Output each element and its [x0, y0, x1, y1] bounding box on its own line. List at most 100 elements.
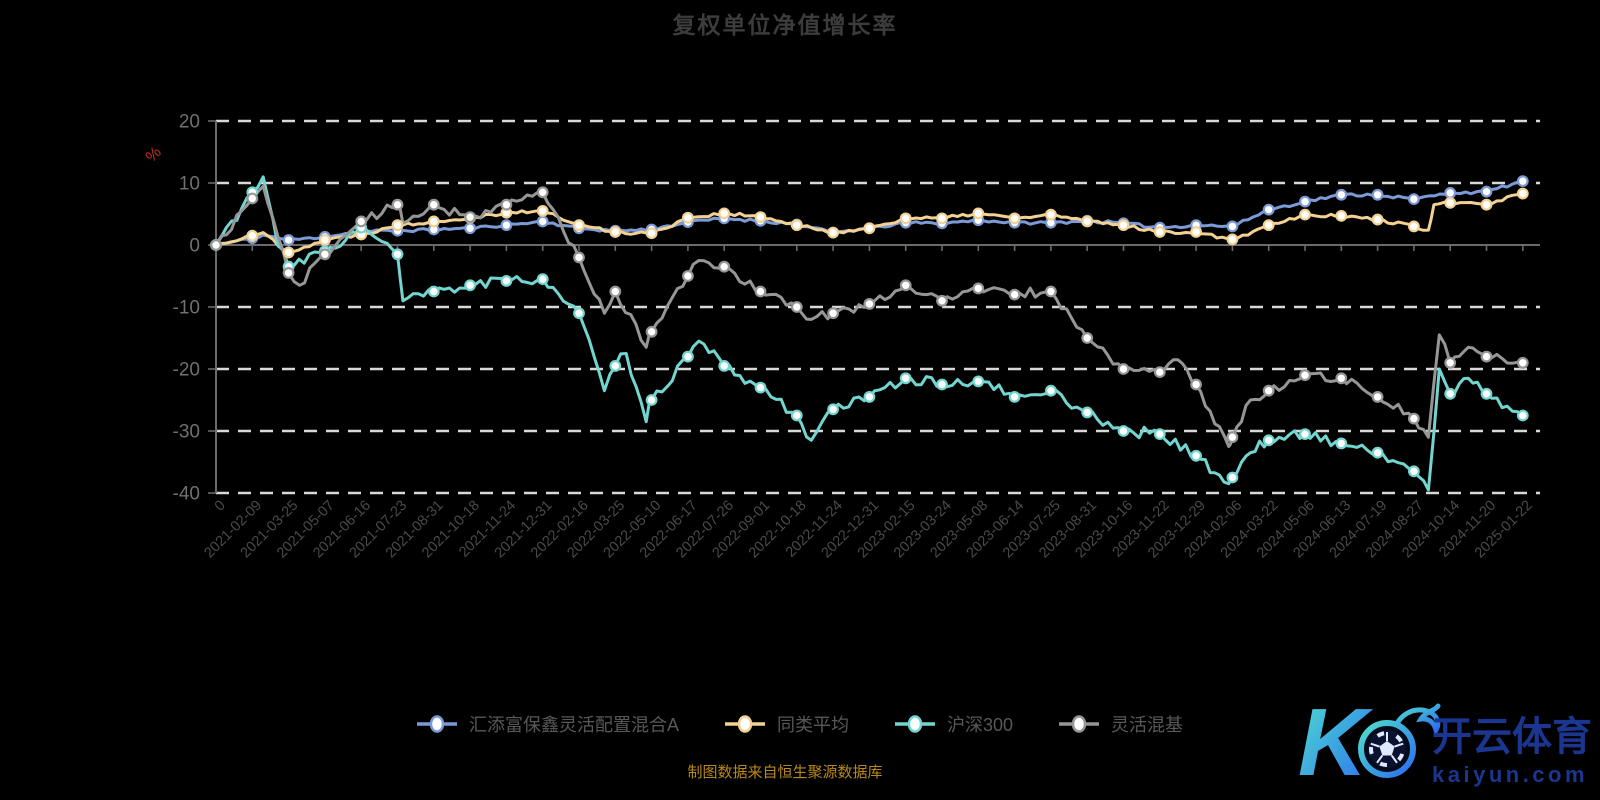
series-marker-peer-avg: [609, 226, 622, 238]
series-marker-flex-mix: [391, 198, 404, 211]
series-marker-fund: [464, 222, 477, 235]
series-marker-hs300: [718, 360, 731, 372]
series-marker-fund: [1480, 185, 1493, 198]
y-tick-label: -40: [173, 484, 200, 505]
series-marker-fund: [500, 219, 513, 232]
series-line-fund: [214, 179, 1525, 247]
series-marker-hs300: [1008, 391, 1021, 403]
series-marker-flex-mix: [355, 215, 368, 228]
y-tick-label: 0: [189, 236, 200, 257]
series-marker-peer-avg: [682, 211, 694, 224]
data-source-caption: 制图数据来自恒生聚源数据库: [687, 764, 883, 781]
series-marker-hs300: [391, 248, 404, 261]
series-marker-fund: [1335, 188, 1348, 201]
series-marker-flex-mix: [1081, 332, 1094, 344]
series-marker-flex-mix: [1407, 412, 1420, 425]
series-marker-peer-avg: [1081, 215, 1094, 228]
soccer-ball-icon: [1358, 720, 1416, 778]
series-marker-flex-mix: [827, 307, 839, 320]
series-marker-hs300: [536, 273, 549, 286]
series-marker-flex-mix: [210, 239, 222, 251]
series-marker-hs300: [609, 360, 622, 372]
chart-title: 复权单位净值增长率: [672, 12, 898, 38]
series-marker-hs300: [1299, 428, 1311, 441]
series-marker-flex-mix: [972, 282, 985, 295]
series-marker-peer-avg: [1262, 219, 1275, 232]
legend-item-flex-mix[interactable]: 灵活混基: [1059, 711, 1183, 737]
series-marker-hs300: [827, 403, 839, 416]
series-marker-peer-avg: [391, 219, 404, 232]
legend-label: 汇添富保鑫灵活配置混合A: [468, 715, 679, 735]
series-marker-flex-mix: [282, 267, 295, 279]
series-marker-flex-mix: [573, 251, 585, 264]
series-marker-fund: [1262, 203, 1275, 216]
series-marker-flex-mix: [464, 211, 477, 224]
series-marker-flex-mix: [863, 298, 876, 310]
series-marker-flex-mix: [1262, 384, 1275, 397]
legend-item-hs300[interactable]: 沪深300: [894, 711, 1013, 737]
legend-label: 灵活混基: [1111, 715, 1184, 735]
legend-item-fund[interactable]: 汇添富保鑫灵活配置混合A: [416, 711, 679, 737]
series-marker-flex-mix: [754, 285, 767, 298]
series-marker-flex-mix: [536, 186, 549, 199]
series-marker-hs300: [1335, 437, 1348, 450]
series-marker-flex-mix: [246, 192, 259, 205]
series-marker-hs300: [1444, 387, 1457, 400]
series-marker-hs300: [1407, 465, 1420, 478]
logo-text-cn: 开云体育: [1432, 715, 1592, 759]
series-marker-peer-avg: [1335, 209, 1348, 222]
series-marker-fund: [1444, 187, 1457, 199]
y-tick-label: 20: [179, 112, 200, 133]
series-marker-hs300: [790, 409, 803, 422]
series-marker-hs300: [1226, 471, 1239, 484]
series-marker-peer-avg: [1371, 213, 1384, 226]
series-marker-fund: [1516, 175, 1529, 188]
series-marker-flex-mix: [645, 325, 658, 338]
series-marker-flex-mix: [682, 270, 694, 282]
series-marker-flex-mix: [319, 248, 331, 261]
series-marker-fund: [1407, 193, 1420, 206]
series-marker-flex-mix: [427, 198, 440, 211]
legend-line-marker-icon: [894, 715, 935, 733]
series-marker-hs300: [863, 391, 876, 403]
series-marker-peer-avg: [1190, 226, 1202, 238]
series-marker-peer-avg: [1044, 208, 1057, 221]
series-marker-hs300: [1480, 387, 1493, 400]
logo-swirl: [1392, 703, 1441, 737]
series-marker-peer-avg: [899, 212, 912, 225]
series-marker-hs300: [1262, 434, 1275, 447]
series-marker-peer-avg: [645, 227, 658, 240]
series-marker-hs300: [1117, 425, 1130, 437]
series-marker-hs300: [1081, 406, 1094, 419]
series-marker-peer-avg: [573, 219, 585, 232]
series-marker-peer-avg: [427, 215, 440, 228]
series-marker-peer-avg: [1153, 226, 1166, 238]
series-marker-hs300: [899, 372, 912, 385]
series-marker-flex-mix: [1008, 288, 1021, 301]
series-marker-peer-avg: [1008, 212, 1021, 225]
y-tick-label: 10: [179, 174, 200, 195]
series-marker-peer-avg: [536, 204, 549, 217]
y-tick-label: -10: [173, 298, 200, 319]
series-marker-hs300: [500, 275, 513, 287]
series-marker-peer-avg: [1226, 233, 1239, 246]
series-marker-flex-mix: [1117, 363, 1130, 375]
series-marker-flex-mix: [1226, 431, 1239, 444]
series-marker-flex-mix: [1335, 372, 1348, 385]
series-marker-flex-mix: [1371, 391, 1384, 403]
series-marker-peer-avg: [1444, 196, 1457, 209]
series-marker-peer-avg: [718, 207, 731, 220]
series-marker-hs300: [573, 307, 585, 320]
series-marker-flex-mix: [1153, 366, 1166, 379]
legend-line-marker-icon: [416, 715, 457, 733]
kaiyun-logo[interactable]: K 开云体育 kaiyun.com: [1280, 678, 1600, 798]
series-marker-peer-avg: [790, 219, 803, 232]
x-tick-label: 0: [212, 498, 229, 515]
series-marker-hs300: [1516, 409, 1529, 422]
legend: 汇添富保鑫灵活配置混合A 同类平均 沪深300 灵活混基: [0, 711, 1600, 737]
legend-item-peer-avg[interactable]: 同类平均: [724, 711, 849, 737]
series-marker-peer-avg: [1516, 187, 1529, 200]
legend-line-marker-icon: [724, 715, 765, 733]
series-marker-flex-mix: [1044, 285, 1057, 298]
